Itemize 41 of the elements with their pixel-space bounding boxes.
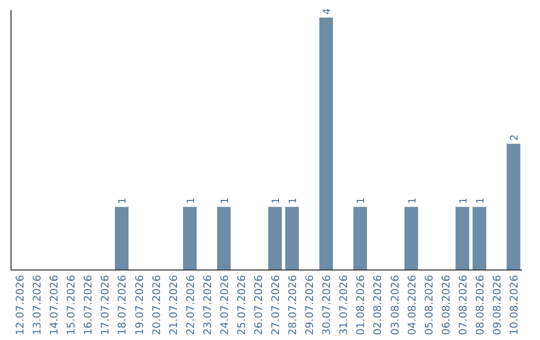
x-tick-label: 09.08.2026	[491, 274, 504, 336]
x-tick-label: 02.08.2026	[372, 274, 384, 336]
x-tick-label: 16.07.2026	[82, 274, 95, 336]
data-label: 1	[118, 198, 129, 204]
x-tick-label: 13.07.2026	[32, 274, 44, 336]
x-tick-label: 06.08.2026	[440, 274, 452, 336]
x-tick-label: 12.07.2026	[14, 274, 27, 336]
x-tick-label: 21.07.2026	[168, 274, 180, 336]
data-label: 1	[407, 198, 418, 204]
x-tick-label: 19.07.2026	[134, 274, 146, 336]
x-tick-label: 28.07.2026	[287, 274, 300, 336]
data-label: 1	[356, 198, 368, 204]
x-tick-label: 20.07.2026	[150, 274, 163, 336]
x-tick-label: 30.07.2026	[321, 274, 334, 336]
x-tick-label: 26.07.2026	[252, 274, 265, 336]
x-tick-label: 01.08.2026	[355, 274, 368, 336]
data-label: 1	[186, 198, 197, 204]
x-tick-label: 23.07.2026	[202, 274, 214, 336]
x-tick-label: 24.07.2026	[218, 274, 231, 336]
x-tick-label: 27.07.2026	[270, 274, 282, 336]
x-tick-label: 08.08.2026	[474, 274, 486, 336]
x-tick-label: 18.07.2026	[116, 274, 129, 336]
x-tick-label: 29.07.2026	[304, 274, 316, 336]
x-tick-label: 07.08.2026	[457, 274, 470, 336]
x-tick-label: 04.08.2026	[406, 274, 418, 336]
x-tick-label: 31.07.2026	[338, 274, 350, 336]
x-tick-label: 17.07.2026	[100, 274, 112, 336]
x-tick-label: 22.07.2026	[184, 274, 197, 336]
x-tick-label: 14.07.2026	[48, 274, 61, 336]
data-label: 1	[458, 198, 470, 204]
x-tick-label: 25.07.2026	[236, 274, 248, 336]
x-tick-label: 03.08.2026	[389, 274, 402, 336]
x-tick-label: 05.08.2026	[423, 274, 436, 336]
data-label: 1	[220, 198, 231, 204]
data-label: 2	[509, 134, 520, 141]
data-label: 1	[271, 198, 282, 204]
data-label: 1	[288, 198, 300, 204]
data-label: 1	[475, 198, 486, 204]
x-tick-label: 15.07.2026	[66, 274, 78, 336]
data-label: 4	[322, 8, 334, 15]
x-tick-label: 10.08.2026	[508, 274, 520, 336]
